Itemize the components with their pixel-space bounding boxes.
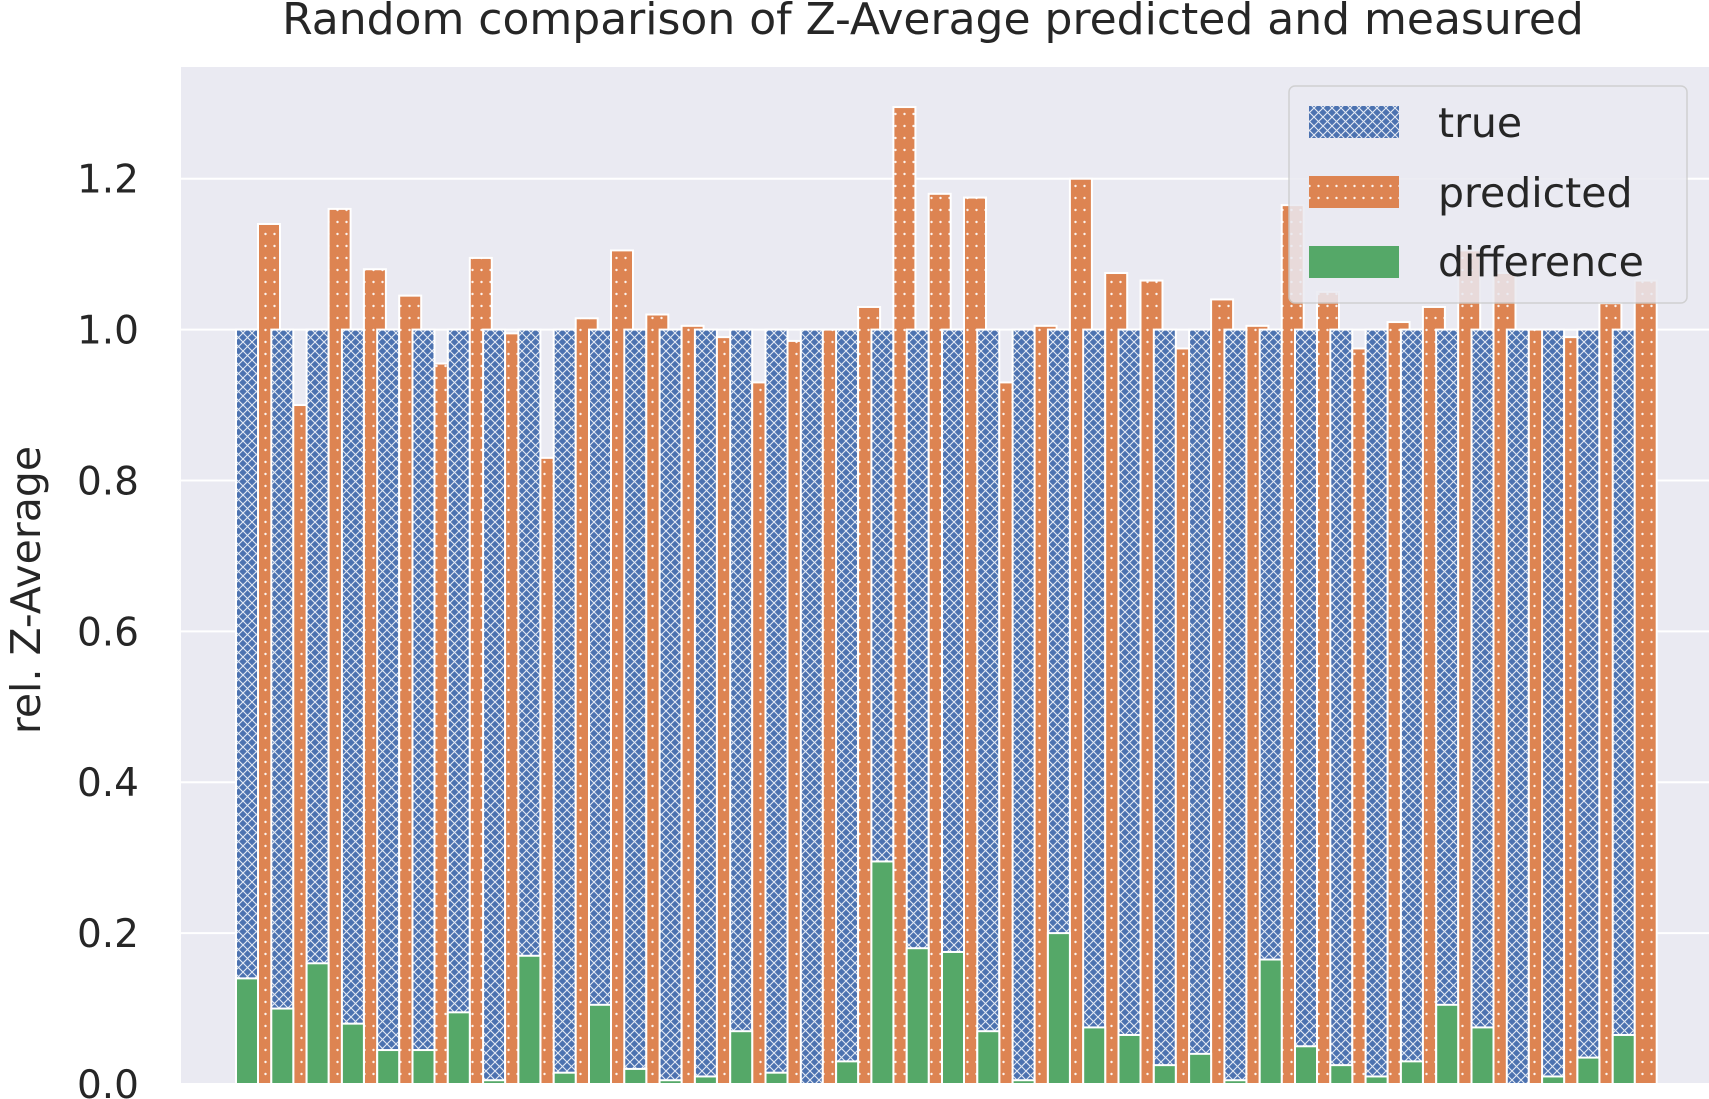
bar-difference xyxy=(729,1030,754,1086)
bar-difference xyxy=(941,950,965,1085)
bar-difference xyxy=(1152,1064,1177,1086)
bar-difference xyxy=(1364,1075,1389,1086)
bar-difference xyxy=(1082,1026,1107,1086)
bar-true xyxy=(1329,328,1354,1086)
bar-difference xyxy=(1117,1033,1142,1085)
legend-label-difference: difference xyxy=(1438,238,1644,286)
bar-true xyxy=(1435,328,1460,1086)
bar-difference xyxy=(1294,1045,1318,1086)
bar-difference xyxy=(305,962,330,1086)
y-tick-label: 1.0 xyxy=(77,309,139,354)
bar-difference xyxy=(517,954,542,1086)
bar-difference xyxy=(1011,1079,1036,1086)
bar-difference xyxy=(693,1075,718,1086)
legend-label-predicted: predicted xyxy=(1438,169,1633,217)
bar-predicted xyxy=(1633,279,1658,1085)
legend: true predicted difference xyxy=(1288,85,1688,304)
legend-swatch-difference xyxy=(1309,246,1399,278)
bar-difference xyxy=(1188,1052,1213,1085)
bar-true xyxy=(693,328,718,1086)
bar-true xyxy=(799,328,824,1086)
bar-true xyxy=(1470,328,1495,1086)
bar-true xyxy=(623,328,648,1086)
bar-difference xyxy=(1435,1003,1460,1086)
legend-swatch-predicted xyxy=(1309,176,1399,208)
bar-true xyxy=(411,328,436,1086)
bar-difference xyxy=(1399,1060,1424,1086)
bar-difference xyxy=(1541,1075,1566,1086)
bar-difference xyxy=(1046,932,1071,1085)
y-axis-ticks: 0.0 0.2 0.4 0.6 0.8 1.0 1.2 xyxy=(77,158,139,1099)
bar-true xyxy=(1152,328,1177,1086)
bar-true xyxy=(482,328,507,1086)
bar-true xyxy=(1294,328,1318,1086)
bar-difference xyxy=(340,1022,365,1086)
y-tick-label: 0.2 xyxy=(77,912,139,957)
y-tick-label: 0.8 xyxy=(77,459,139,504)
legend-swatch-true xyxy=(1309,106,1399,138)
y-tick-label: 0.0 xyxy=(77,1063,139,1099)
bar-difference xyxy=(376,1049,401,1086)
bar-difference xyxy=(1223,1079,1248,1086)
bar-true xyxy=(340,328,365,1086)
bar-true xyxy=(1399,328,1424,1086)
bar-true xyxy=(976,328,1001,1086)
bar-difference xyxy=(870,860,895,1086)
bar-difference xyxy=(235,977,259,1085)
bar-difference xyxy=(976,1030,1001,1086)
bar-true xyxy=(1223,328,1248,1086)
bar-true xyxy=(1188,328,1213,1086)
bar-true xyxy=(235,328,259,1086)
bar-true xyxy=(270,328,295,1086)
chart-title: Random comparison of Z-Average predicted… xyxy=(282,0,1584,45)
bar-difference xyxy=(1611,1033,1636,1085)
y-tick-label: 0.6 xyxy=(77,610,139,655)
bar-difference xyxy=(1576,1056,1601,1085)
bar-true xyxy=(1611,328,1636,1086)
bar-true xyxy=(729,328,754,1086)
bar-difference xyxy=(1258,958,1283,1085)
bar-true xyxy=(1082,328,1107,1086)
bar-difference xyxy=(552,1071,577,1085)
bar-difference xyxy=(658,1079,683,1086)
bar-difference xyxy=(588,1003,612,1086)
bar-difference xyxy=(446,1011,471,1085)
legend-label-true: true xyxy=(1438,99,1522,147)
bar-difference xyxy=(411,1049,436,1086)
y-tick-label: 0.4 xyxy=(77,761,139,806)
bars xyxy=(235,106,1658,1086)
y-axis-label: rel. Z-Average xyxy=(2,446,50,734)
bar-difference xyxy=(835,1060,860,1086)
bar-true xyxy=(446,328,471,1086)
bar-difference xyxy=(905,947,930,1086)
bar-true xyxy=(835,328,860,1086)
bar-difference xyxy=(623,1067,648,1085)
bar-true xyxy=(588,328,612,1086)
bar-true xyxy=(552,328,577,1086)
y-tick-label: 1.2 xyxy=(77,158,139,203)
bar-true xyxy=(658,328,683,1086)
bar-true xyxy=(1576,328,1601,1086)
bar-difference xyxy=(482,1079,507,1086)
bar-difference xyxy=(270,1007,295,1085)
bar-difference xyxy=(1329,1064,1354,1086)
bar-difference xyxy=(1470,1026,1495,1086)
bar-true xyxy=(1364,328,1389,1086)
bar-true xyxy=(1541,328,1566,1086)
bar-true xyxy=(1011,328,1036,1086)
bar-difference xyxy=(764,1071,789,1085)
bar-true xyxy=(1117,328,1142,1086)
bar-true xyxy=(764,328,789,1086)
bar-true xyxy=(1505,328,1530,1086)
bar-true xyxy=(376,328,401,1086)
